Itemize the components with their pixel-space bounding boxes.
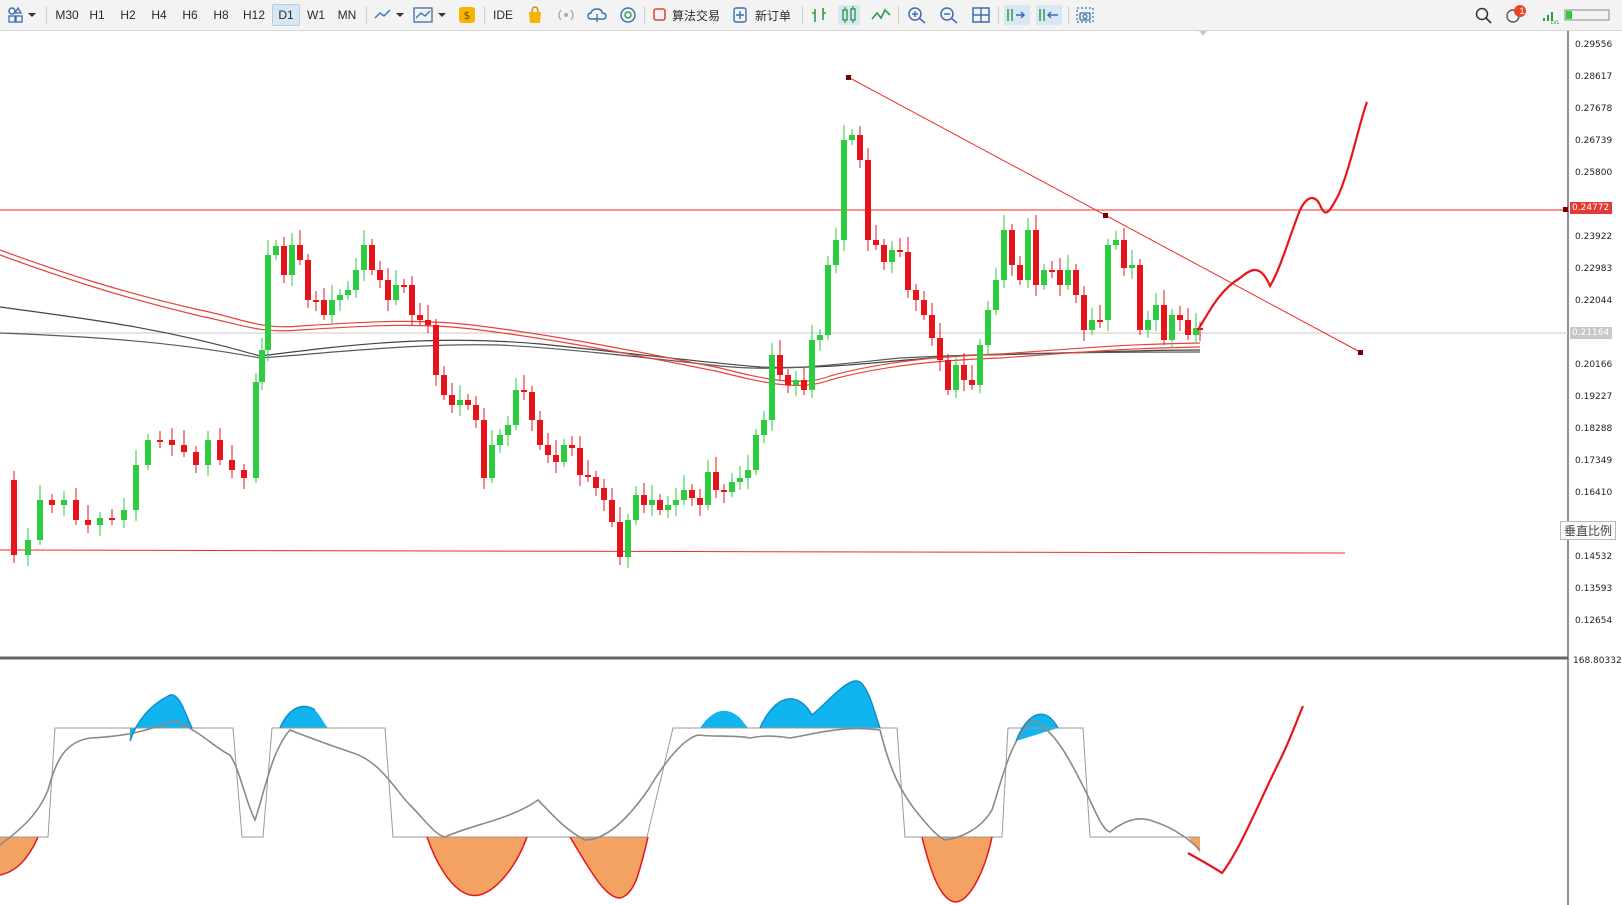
new-order-icon[interactable] (731, 5, 749, 25)
timeframe-h12[interactable]: H12 (242, 8, 265, 22)
screenshot-icon[interactable] (1074, 5, 1096, 25)
price-label: 0.29556 (1575, 40, 1613, 50)
auto-scroll-icon[interactable] (1004, 5, 1030, 25)
oscillator-negative-fill (0, 837, 38, 875)
zoom-in-icon[interactable] (906, 5, 928, 25)
tile-windows-icon[interactable] (970, 5, 992, 25)
market-bag-icon[interactable] (524, 5, 546, 25)
signal-strength-icon: LVL (1540, 5, 1562, 26)
price-label: 0.22983 (1575, 264, 1613, 274)
indicator-max-label: 168.803326 (1573, 656, 1622, 666)
timeframe-h6[interactable]: H6 (182, 8, 198, 22)
timeframe-d1[interactable]: D1 (272, 4, 300, 26)
oscillator-positive-fill (130, 694, 192, 741)
algo-trading-button[interactable]: 算法交易 (671, 8, 720, 23)
candlestick-icon[interactable] (838, 5, 860, 25)
projected-price-path (1197, 101, 1369, 331)
trendline-mid-handle[interactable] (1103, 213, 1108, 218)
price-label: 0.16410 (1575, 488, 1613, 498)
svg-text:$: $ (464, 9, 471, 22)
vertical-scale-button[interactable]: 垂直比例 (1560, 521, 1616, 540)
price-label: 0.14532 (1575, 552, 1613, 562)
ma-red-2 (0, 254, 1201, 387)
price-axis[interactable]: 0.29556 0.28617 0.27678 0.26739 0.25800 … (1568, 31, 1622, 661)
new-order-button[interactable]: 新订单 (754, 8, 791, 23)
algo-trading-icon[interactable] (650, 5, 668, 25)
trendline-end-handle[interactable] (1358, 350, 1363, 355)
projected-oscillator-path (1187, 705, 1305, 875)
oscillator-step-line (0, 727, 1200, 838)
price-label: 0.23922 (1575, 232, 1613, 242)
price-label: 0.12654 (1575, 616, 1613, 626)
notification-count: 1 (1519, 6, 1525, 16)
toolbar: M30 H1 H2 H4 H6 H8 H12 D1 W1 MN $ IDE 算法… (0, 0, 1622, 31)
price-label: 0.13593 (1575, 584, 1613, 594)
svg-text:LVL: LVL (1551, 20, 1560, 25)
price-label: 0.20166 (1575, 360, 1613, 370)
timeframe-h1[interactable]: H1 (89, 8, 105, 22)
timeframe-h4[interactable]: H4 (151, 8, 167, 22)
indicators-dropdown-icon[interactable] (372, 5, 406, 25)
trendline-start-handle[interactable] (846, 75, 851, 80)
coin-icon[interactable]: $ (456, 5, 478, 25)
price-label: 0.17349 (1575, 456, 1613, 466)
price-label: 0.19227 (1575, 392, 1613, 402)
connection-bar-icon (1564, 5, 1610, 25)
price-label: 0.22044 (1575, 296, 1613, 306)
timeframe-mn[interactable]: MN (337, 8, 357, 22)
chart-shift-icon[interactable] (1036, 5, 1062, 25)
cloud-icon[interactable] (586, 5, 608, 25)
current-price-badge: 0.21164 (1570, 327, 1612, 339)
line-chart-icon[interactable] (870, 5, 892, 25)
resistance-handle[interactable] (1563, 207, 1568, 212)
ma-dark-mid (0, 332, 1201, 369)
ide-button[interactable]: IDE (492, 8, 513, 22)
notifications-icon[interactable] (1504, 5, 1530, 25)
price-label: 0.25800 (1575, 168, 1613, 178)
support-line[interactable] (0, 549, 1346, 554)
oscillator-red-edge (0, 836, 993, 903)
chart-type-dropdown-icon[interactable] (412, 5, 448, 25)
timeframe-h8[interactable]: H8 (213, 8, 229, 22)
candlestick-series (11, 125, 1203, 568)
bar-chart-icon[interactable] (808, 5, 830, 25)
timeframe-h2[interactable]: H2 (120, 8, 136, 22)
search-icon[interactable] (1473, 5, 1495, 25)
oscillator-blue-edge (129, 680, 1059, 742)
ma-dark-slow (0, 306, 1201, 369)
resistance-price-badge: 0.24772 (1570, 202, 1612, 214)
zoom-out-icon[interactable] (938, 5, 960, 25)
object-list-icon[interactable] (6, 5, 36, 25)
signals-icon[interactable] (555, 5, 577, 25)
chart-shift-marker[interactable] (1199, 31, 1207, 36)
price-label: 0.28617 (1575, 72, 1613, 82)
price-label: 0.27678 (1575, 104, 1613, 114)
oscillator-pane (0, 680, 1305, 903)
timeframe-m30[interactable]: M30 (55, 8, 79, 22)
timeframe-w1[interactable]: W1 (307, 8, 325, 22)
price-label: 0.26739 (1575, 136, 1613, 146)
oscillator-signal-line (0, 719, 1201, 851)
vps-icon[interactable] (617, 5, 639, 25)
ma-red-1 (0, 249, 1201, 383)
price-label: 0.18288 (1575, 424, 1613, 434)
